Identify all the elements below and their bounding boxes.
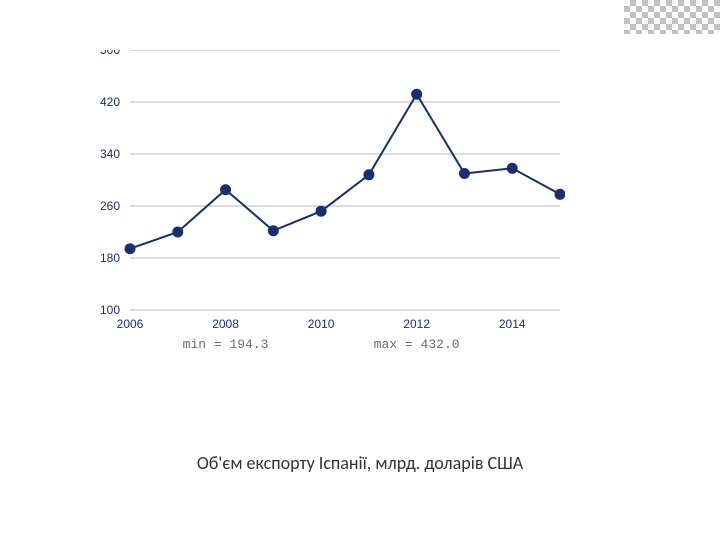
x-tick-label: 2010 [308,317,335,331]
chart-caption: Об'єм експорту Іспанії, млрд. доларів СШ… [0,452,720,474]
footnote-max: max = 432.0 [374,337,460,352]
y-tick-label: 500 [100,50,120,57]
x-tick-label: 2012 [403,317,430,331]
data-point [268,226,278,236]
x-tick-label: 2014 [499,317,526,331]
data-point [316,206,326,216]
data-point [125,244,135,254]
data-point [555,189,565,199]
series-line [130,94,560,249]
data-point [412,89,422,99]
data-point [459,169,469,179]
data-point [173,227,183,237]
export-line-chart: 100 180 260 340 420 500 2006 2008 2010 2012 2014 mi… [75,50,565,370]
footnote-min: min = 194.3 [183,337,269,352]
data-point [364,170,374,180]
y-tick-label: 420 [100,95,120,109]
y-tick-label: 340 [100,147,120,161]
decorative-strip [624,0,720,34]
y-tick-label: 180 [100,251,120,265]
x-tick-label: 2008 [212,317,239,331]
chart-container: 100 180 260 340 420 500 2006 2008 2010 2012 2014 mi… [75,50,565,370]
x-tick-label: 2006 [117,317,144,331]
y-tick-label: 260 [100,199,120,213]
y-tick-label: 100 [100,303,120,317]
data-point [507,163,517,173]
page: 100 180 260 340 420 500 2006 2008 2010 2012 2014 mi… [0,0,720,540]
data-point [221,185,231,195]
